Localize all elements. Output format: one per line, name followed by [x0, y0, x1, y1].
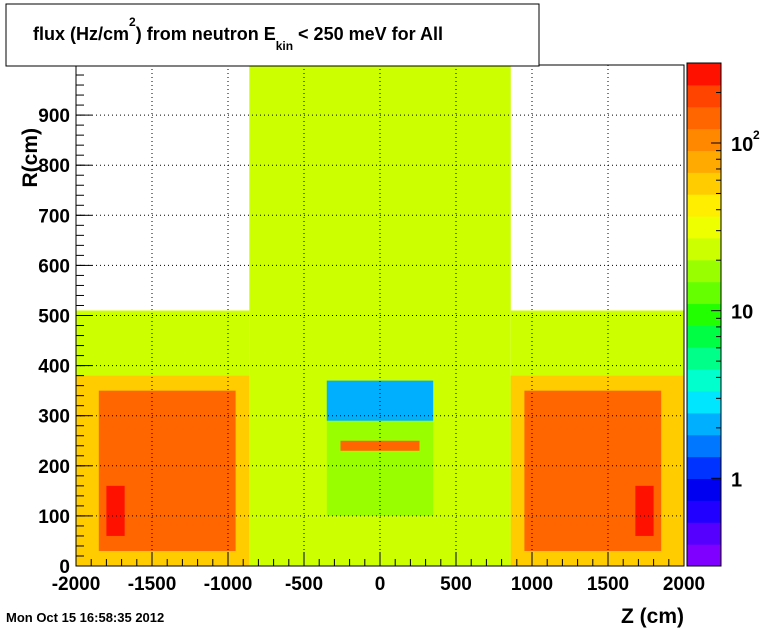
colorbar-swatch: [687, 194, 721, 217]
y-tick-label: 800: [38, 156, 70, 177]
x-tick-label: 1000: [511, 574, 553, 595]
colorbar-swatch: [687, 522, 721, 545]
y-tick-label: 700: [38, 206, 70, 227]
x-axis-ticks: -2000 -1500 -1000 -500 0 500 1000 1500 2000: [52, 552, 705, 595]
colorbar-swatch: [687, 281, 721, 305]
x-tick-label: -1500: [128, 574, 177, 595]
colorbar-swatch: [687, 478, 721, 501]
colorbar-swatch: [687, 347, 721, 370]
y-tick-label: 0: [59, 557, 70, 578]
y-tick-label: 400: [38, 357, 70, 378]
y-tick-label: 300: [38, 407, 70, 428]
region-hotspot-right: [635, 485, 654, 536]
y-tick-label: 100: [38, 507, 70, 528]
colorbar-label-sup: 2: [753, 128, 760, 142]
chart-title: flux (Hz/cm2) from neutron Ekin < 250 me…: [33, 15, 443, 53]
colorbar-swatch: [687, 544, 721, 567]
colorbar-label: 10: [731, 302, 753, 324]
colorbar-swatch: [687, 172, 721, 195]
title-mid: ) from neutron E: [136, 24, 276, 44]
colorbar-swatch: [687, 237, 721, 261]
region-inner-shell-top: [326, 380, 434, 421]
colorbar-frame: [686, 62, 722, 567]
colorbar-swatch: [687, 216, 721, 239]
y-tick-label: 600: [38, 256, 70, 277]
timestamp: Mon Oct 15 16:58:35 2012: [6, 610, 164, 625]
x-tick-label: -500: [285, 574, 323, 595]
x-tick-label: 0: [375, 574, 386, 595]
x-tick-label: 1500: [587, 574, 629, 595]
y-axis-label: R(cm): [19, 128, 42, 188]
y-tick-label: 500: [38, 307, 70, 328]
title-box: [5, 3, 540, 67]
colorbar-swatch: [687, 106, 721, 130]
x-tick-label: 500: [440, 574, 472, 595]
title-suffix: < 250 meV for All: [293, 24, 443, 44]
title-sup: 2: [129, 15, 136, 29]
colorbar-swatch: [687, 128, 721, 151]
region-hotspot-left: [106, 485, 125, 536]
x-tick-label: 2000: [663, 574, 705, 595]
colorbar-swatch: [687, 259, 721, 283]
colorbar-swatch: [687, 84, 721, 108]
title-sub: kin: [276, 39, 293, 53]
y-tick-label: 900: [38, 106, 70, 127]
colorbar-swatch: [687, 150, 721, 173]
colorbar-swatch: [687, 391, 721, 414]
x-tick-label: -1000: [204, 574, 253, 595]
colorbar-label: 1: [731, 469, 742, 491]
colorbar-swatch: [687, 369, 721, 392]
colorbar-swatch: [687, 412, 721, 436]
title-prefix: flux (Hz/cm: [33, 24, 129, 44]
x-axis-label: Z (cm): [621, 605, 684, 628]
colorbar-swatch: [687, 63, 721, 86]
colorbar-swatch: [687, 325, 721, 348]
colorbar-label: 10: [731, 134, 753, 156]
colorbar-swatch: [687, 456, 721, 480]
colorbar-swatch: [687, 500, 721, 523]
y-tick-label: 200: [38, 457, 70, 478]
x-tick-label: -2000: [52, 574, 101, 595]
colorbar-swatch: [687, 303, 721, 326]
colorbar-swatch: [687, 434, 721, 458]
